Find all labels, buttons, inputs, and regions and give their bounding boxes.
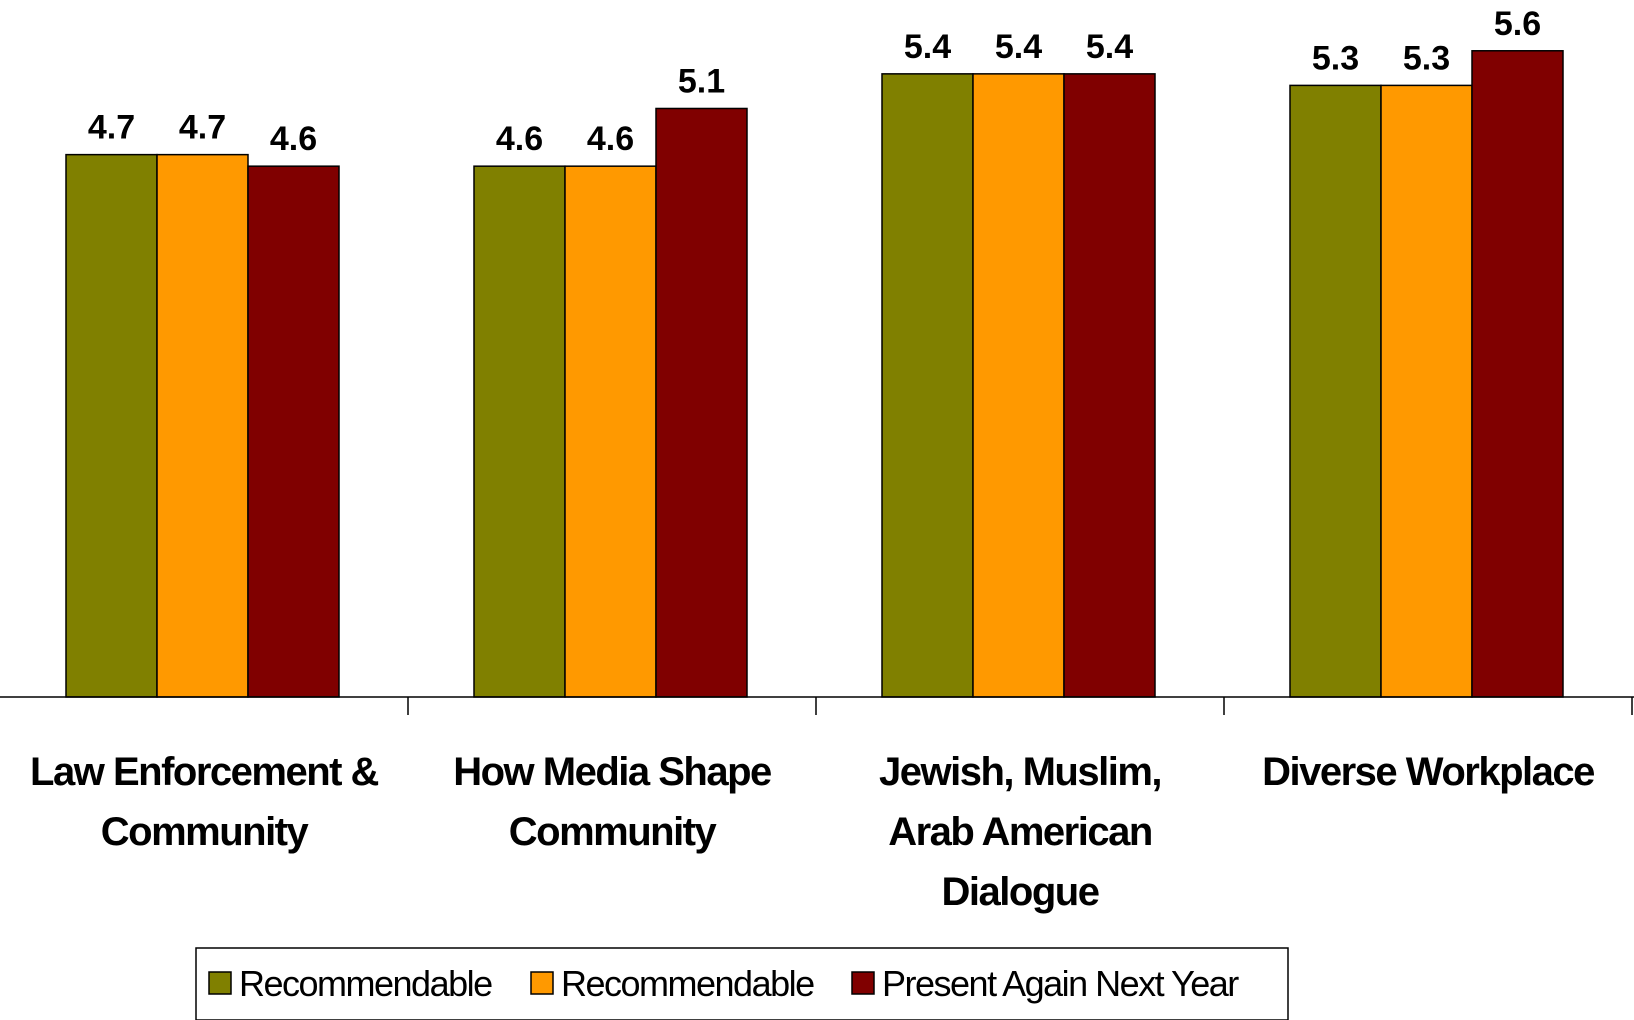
bar-2-3	[972, 73, 1065, 698]
bar-3-4	[1471, 50, 1564, 698]
value-label: 4.7	[179, 109, 226, 147]
legend-swatch-1	[208, 971, 232, 995]
bar-3-3	[1063, 73, 1156, 698]
category-label: How Media Shape	[453, 750, 771, 794]
x-axis	[0, 696, 1634, 715]
category-label: Jewish, Muslim,	[879, 750, 1161, 794]
legend-label-1: Recommendable	[239, 963, 492, 1004]
category-label: Arab American	[888, 810, 1152, 854]
value-labels-layer: 4.7 4.7 4.6 4.6 4.6 5.1 5.4 5.4 5.4 5.3 5.3 5.6	[88, 5, 1541, 158]
legend-swatch-2	[530, 971, 554, 995]
value-label: 4.7	[88, 109, 135, 147]
value-label: 4.6	[496, 120, 543, 158]
category-label: Community	[509, 810, 718, 854]
bar-3-2	[655, 107, 748, 698]
value-label: 4.6	[270, 120, 317, 158]
value-label: 5.4	[995, 28, 1042, 66]
legend-label-3: Present Again Next Year	[882, 963, 1239, 1004]
legend-label-2: Recommendable	[561, 963, 814, 1004]
bar-2-2	[564, 165, 657, 698]
bar-1-2	[473, 165, 566, 698]
bar-2-1	[156, 153, 249, 698]
bars-layer	[65, 50, 1564, 698]
category-label: Diverse Workplace	[1262, 750, 1594, 794]
category-label: Law Enforcement &	[30, 750, 379, 794]
value-label: 5.6	[1494, 5, 1541, 43]
bar-3-1	[247, 165, 340, 698]
value-label: 4.6	[587, 120, 634, 158]
value-label: 5.1	[678, 62, 725, 100]
value-label: 5.4	[904, 28, 951, 66]
legend-box	[195, 947, 1289, 1020]
category-label: Dialogue	[942, 870, 1099, 914]
category-labels-layer: Law Enforcement & Community How Media Shap…	[30, 750, 1596, 914]
legend: Recommendable Recommendable Present Again …	[195, 947, 1289, 1020]
legend-swatch-3	[851, 971, 875, 995]
bar-1-3	[881, 73, 974, 698]
value-label: 5.3	[1403, 39, 1450, 77]
bar-1-1	[65, 153, 158, 698]
bar-2-4	[1380, 84, 1473, 698]
value-label: 5.4	[1086, 28, 1133, 66]
category-label: Community	[101, 810, 310, 854]
bar-1-4	[1289, 84, 1382, 698]
value-label: 5.3	[1312, 39, 1359, 77]
